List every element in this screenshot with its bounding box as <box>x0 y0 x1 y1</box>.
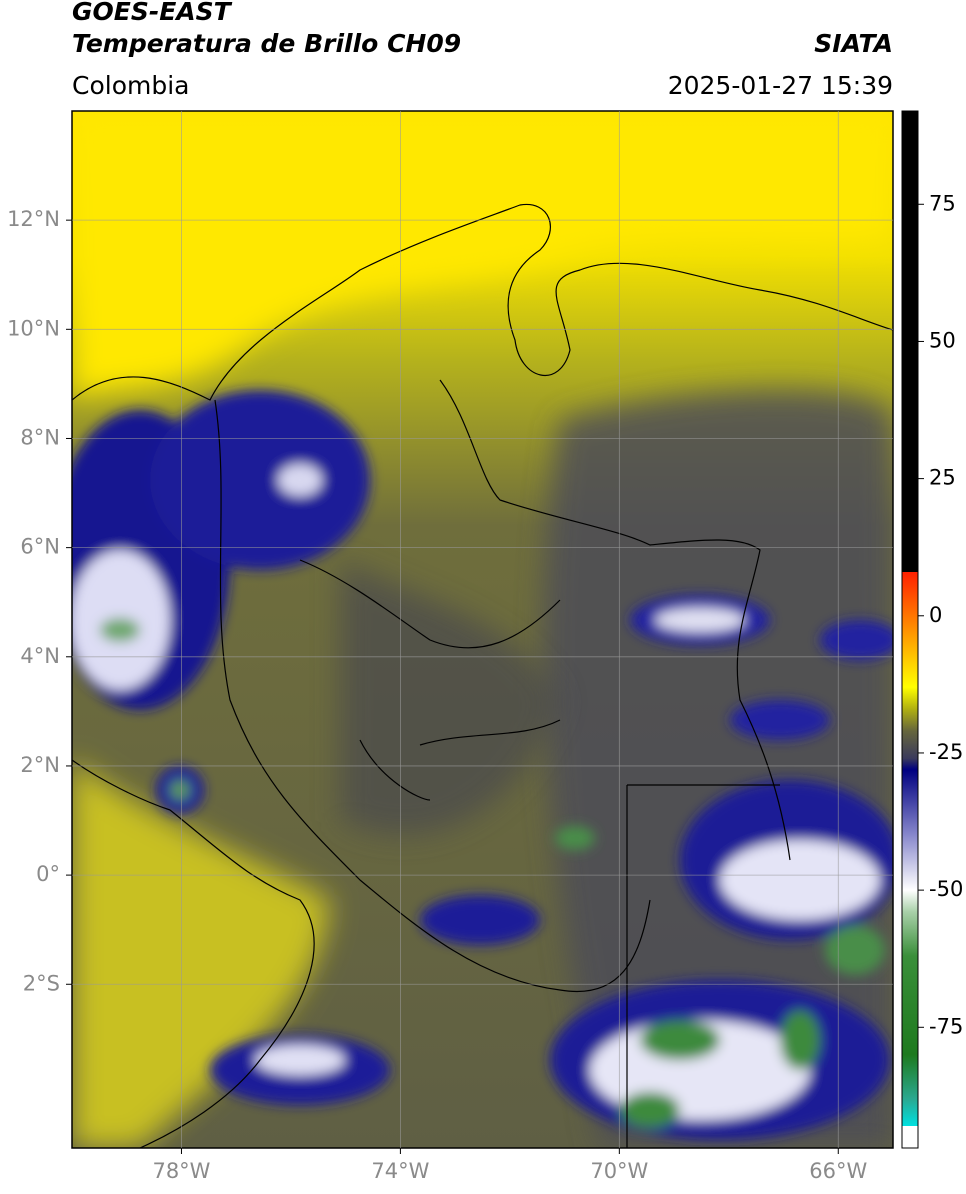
colorbar-tick-label: -75 <box>929 1014 963 1038</box>
y-tick-label: 4°N <box>20 644 60 668</box>
title: GOES-EAST <box>72 0 233 26</box>
subtitle: Temperatura de Brillo CH09 <box>72 29 461 58</box>
colorbar-tick-label: 25 <box>929 466 956 490</box>
y-tick-label: 8°N <box>20 425 60 449</box>
y-tick-label: 0° <box>36 862 60 886</box>
x-tick-label: 70°W <box>590 1159 648 1183</box>
datetime: 2025-01-27 15:39 <box>668 71 893 100</box>
x-tick-label: 78°W <box>152 1159 210 1183</box>
y-tick-label: 12°N <box>7 207 60 231</box>
colorbar-tick-label: -50 <box>929 877 963 901</box>
y-tick-label: 2°N <box>20 753 60 777</box>
colorbar-tick-label: 75 <box>929 191 956 215</box>
map-frame <box>71 110 894 1149</box>
colorbar-tick-label: -25 <box>929 740 963 764</box>
region: Colombia <box>72 71 189 100</box>
x-tick-label: 74°W <box>371 1159 429 1183</box>
colorbar-tick-label: 0 <box>929 603 942 627</box>
y-tick-label: 2°S <box>23 971 60 995</box>
satellite-image <box>72 111 893 1148</box>
y-tick-label: 6°N <box>20 535 60 559</box>
colorbar-tick-label: 50 <box>929 328 956 352</box>
x-tick-label: 66°W <box>809 1159 867 1183</box>
source: SIATA <box>814 29 893 58</box>
y-tick-label: 10°N <box>7 316 60 340</box>
colorbar <box>901 110 919 1149</box>
